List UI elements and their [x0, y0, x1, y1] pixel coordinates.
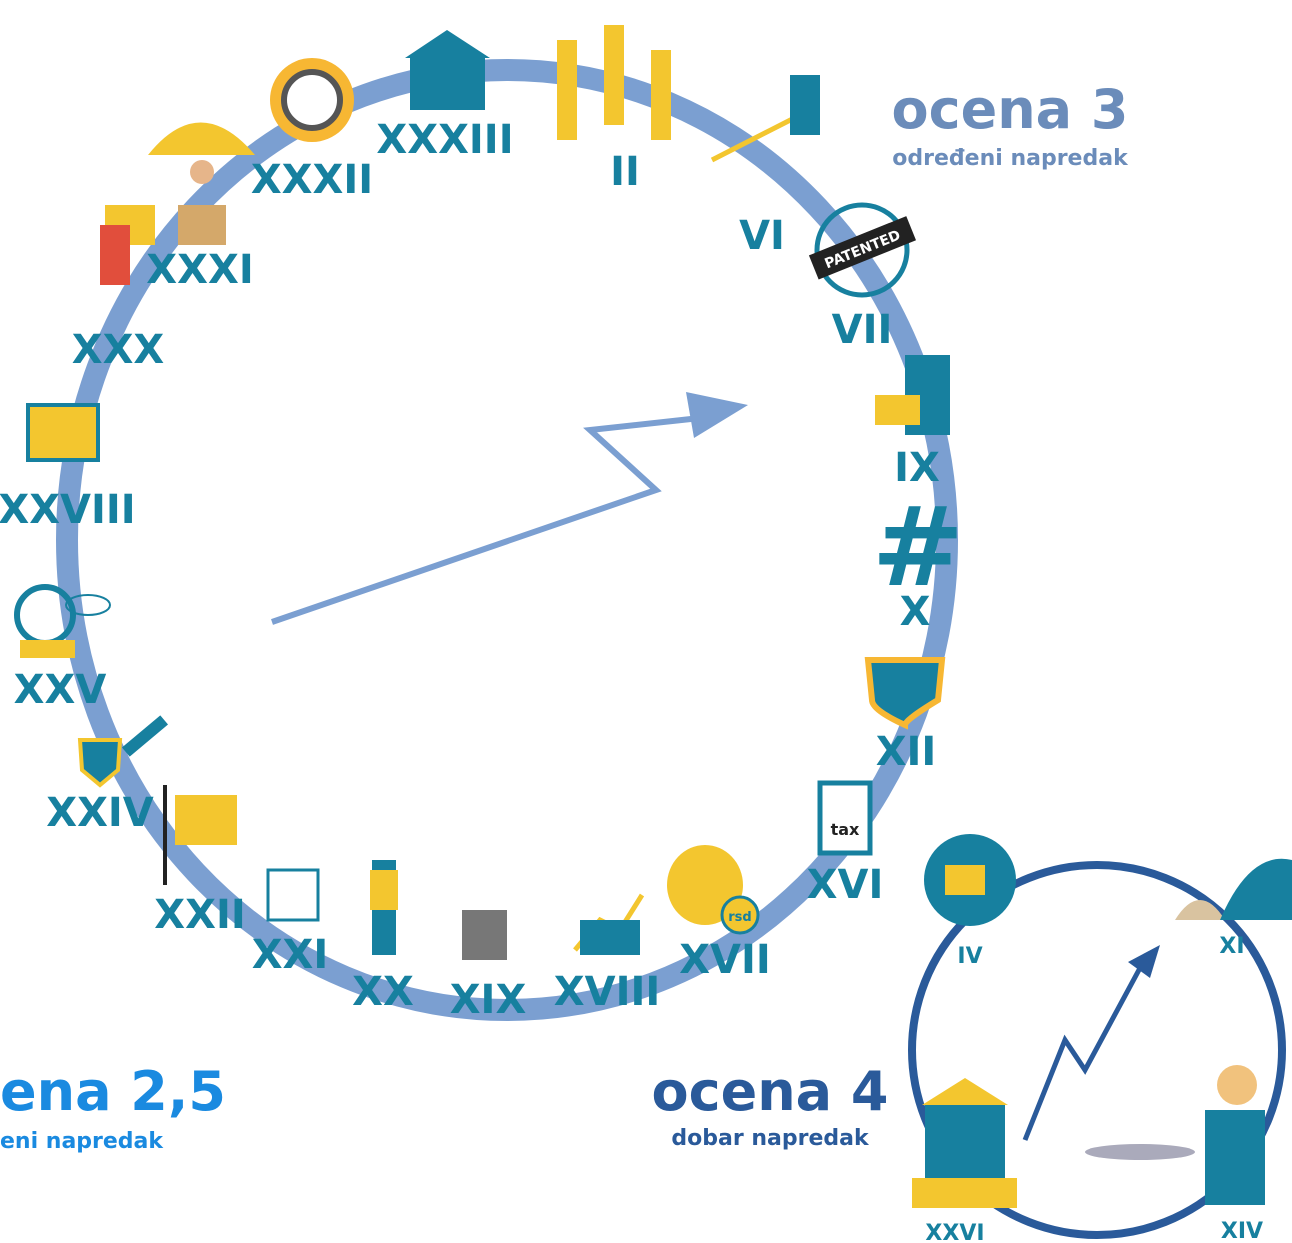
- cart-icon: [28, 405, 98, 460]
- chapter-label: XX: [352, 969, 414, 1015]
- infographic: PATENTED # tax rsd XXXIII II VI VII: [0, 0, 1292, 1243]
- score-subtitle: dobar napredak: [671, 1126, 870, 1151]
- chapter-label: XI: [1219, 934, 1244, 959]
- arrow-head: [686, 392, 748, 438]
- chapter-label: XXIV: [46, 790, 154, 836]
- folder-icon: [175, 795, 237, 845]
- gavel-icon: [122, 715, 168, 756]
- chapter-label: IV: [957, 944, 982, 969]
- trend-arrow: [272, 418, 700, 622]
- chapter-label: XVIII: [554, 969, 660, 1015]
- score-subtitle: određeni napredak: [892, 146, 1129, 171]
- chapter-label: XXVI: [925, 1221, 984, 1243]
- podium-icon: [178, 205, 226, 245]
- chapter-label: XXVIII: [0, 487, 136, 533]
- dome-icon: [1220, 859, 1292, 920]
- head-icon: [1217, 1065, 1257, 1105]
- money-bag: [945, 865, 985, 895]
- chapter-label: XXXI: [146, 247, 253, 293]
- search-lens: [284, 72, 340, 128]
- building-icon: [790, 75, 820, 135]
- chapter-label: XVI: [807, 862, 884, 908]
- microscope-base: [20, 640, 75, 658]
- chapter-label: XVII: [679, 937, 771, 983]
- chapter-label: XXXII: [251, 157, 373, 203]
- plane-icon: [1085, 1144, 1195, 1160]
- umbrella-icon: [148, 123, 255, 156]
- score-subtitle: eni napredak: [0, 1129, 164, 1154]
- chapter-label: XXV: [14, 667, 107, 713]
- chapter-label: XXX: [72, 327, 165, 373]
- tax-text: tax: [831, 820, 860, 839]
- chapter-label: XIX: [450, 977, 527, 1023]
- chapter-label: X: [900, 589, 931, 635]
- desk-icon: [462, 910, 507, 960]
- card-icon: [875, 395, 920, 425]
- tourist-icon: [100, 225, 130, 285]
- chapter-label: VII: [832, 307, 893, 353]
- soil-icon: [1175, 900, 1225, 920]
- person-icon: [651, 50, 671, 140]
- chapter-label: XII: [876, 729, 937, 775]
- books-icon: [912, 1178, 1017, 1208]
- shield-icon: [80, 740, 120, 785]
- score-title: ena 2,5: [0, 1060, 226, 1123]
- trend-arrow: [1025, 968, 1140, 1140]
- shield-icon: [868, 660, 942, 725]
- bank-roof: [405, 30, 490, 58]
- bank-icon: [410, 55, 485, 110]
- head-icon: [190, 160, 214, 184]
- score-title: ocena 3: [892, 78, 1129, 141]
- map-icon: [268, 870, 318, 920]
- score-title: ocena 4: [652, 1060, 889, 1123]
- chapter-label: XXXIII: [376, 117, 513, 163]
- arrow-head: [1128, 945, 1160, 978]
- chart-bars: [580, 920, 640, 955]
- rsd-text: rsd: [728, 910, 751, 925]
- chapter-label: XXI: [252, 932, 329, 978]
- chapter-label: XXII: [154, 892, 245, 938]
- chapter-label: II: [610, 149, 640, 195]
- chapter-label: IX: [894, 445, 940, 491]
- person-icon: [1205, 1110, 1265, 1205]
- chapter-label: XIV: [1221, 1219, 1263, 1243]
- theatre-icon: [925, 1105, 1005, 1185]
- shirt-icon: [370, 870, 398, 910]
- person-icon: [604, 25, 624, 125]
- person-icon: [557, 40, 577, 140]
- clipboard-icon: [820, 783, 870, 853]
- theatre-roof: [922, 1078, 1008, 1105]
- chapter-label: VI: [739, 213, 785, 259]
